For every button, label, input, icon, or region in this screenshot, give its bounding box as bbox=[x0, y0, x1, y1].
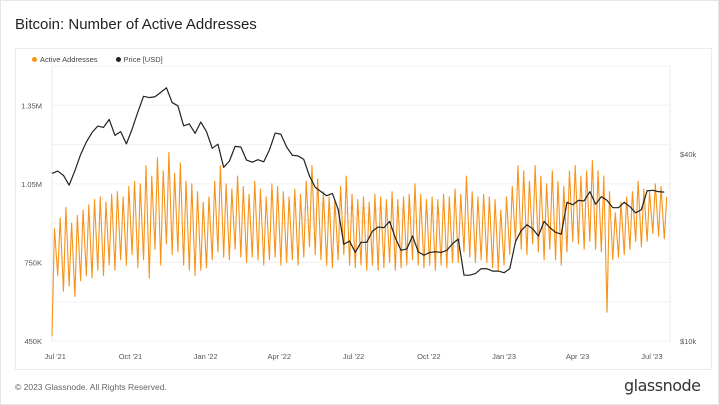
chart-panel bbox=[15, 48, 712, 370]
x-tick-label: Jan '22 bbox=[194, 352, 218, 361]
x-tick-label: Jan '23 bbox=[492, 352, 516, 361]
x-tick-label: Jul '23 bbox=[641, 352, 662, 361]
copyright: © 2023 Glassnode. All Rights Reserved. bbox=[15, 382, 167, 392]
x-tick-label: Jul '21 bbox=[45, 352, 66, 361]
legend: Active Addresses Price [USD] bbox=[32, 55, 163, 64]
glassnode-logo: glassnode bbox=[624, 376, 701, 395]
x-tick-label: Apr '22 bbox=[267, 352, 291, 361]
series-line-price bbox=[51, 87, 665, 276]
y-left-tick-label: 750K bbox=[24, 258, 42, 267]
x-tick-label: Jul '22 bbox=[343, 352, 364, 361]
y-left-tick-label: 450K bbox=[24, 337, 42, 346]
y-left-tick-label: 1.05M bbox=[21, 180, 42, 189]
legend-item-active-addresses[interactable]: Active Addresses bbox=[32, 55, 98, 64]
x-tick-label: Apr '23 bbox=[566, 352, 590, 361]
legend-label: Active Addresses bbox=[40, 55, 98, 64]
legend-label: Price [USD] bbox=[123, 55, 163, 64]
series-line-active-addresses bbox=[51, 151, 668, 336]
black-dot-icon bbox=[115, 57, 121, 62]
page-title: Bitcoin: Number of Active Addresses bbox=[15, 16, 257, 33]
orange-dot-icon bbox=[32, 57, 37, 62]
y-left-tick-label: 1.35M bbox=[21, 101, 42, 110]
y-right-tick-label: $10k bbox=[680, 337, 697, 346]
y-right-tick-label: $40k bbox=[680, 150, 697, 159]
x-tick-label: Oct '21 bbox=[119, 352, 143, 361]
legend-item-price[interactable]: Price [USD] bbox=[115, 55, 163, 64]
x-tick-label: Oct '22 bbox=[417, 352, 441, 361]
